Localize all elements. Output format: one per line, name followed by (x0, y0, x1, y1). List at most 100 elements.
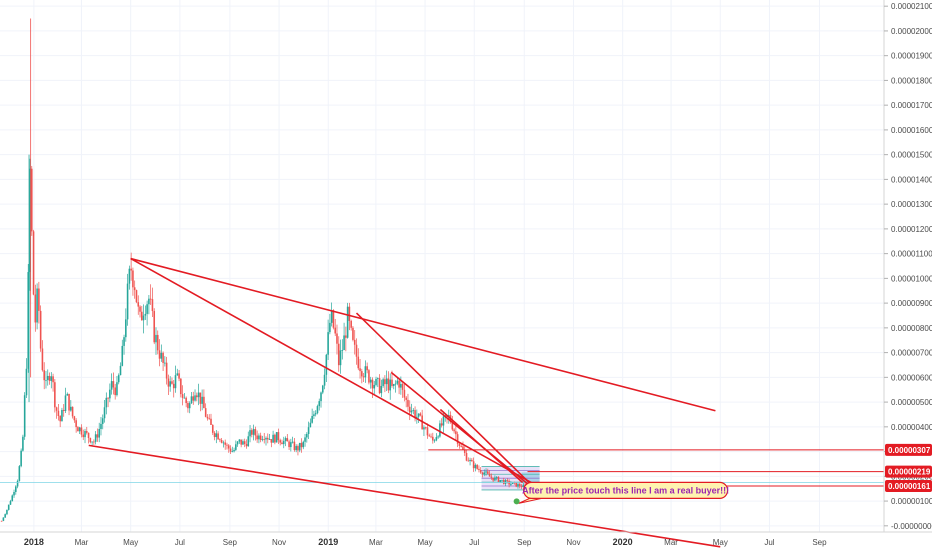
candle-body (412, 410, 415, 411)
trendline-lower-channel[interactable] (88, 444, 721, 548)
candle-body (297, 446, 299, 451)
x-axis[interactable]: 2018 Mar May Jul Sep Nov 2019 Mar May Jul Sep Nov 20… (24, 537, 827, 547)
candle-body (492, 477, 494, 481)
candle-body (517, 483, 519, 487)
candle-body (217, 433, 219, 440)
candle-body (391, 379, 393, 386)
x-tick-label: Sep (517, 538, 532, 547)
candle-body (398, 380, 400, 388)
price-tag-label: 0.00000307 (888, 446, 931, 455)
candle-body (309, 422, 312, 428)
y-tick-label: 0.00002100 (891, 2, 932, 11)
candle-body (350, 320, 352, 328)
candle-body (274, 434, 276, 443)
candle-body (245, 444, 248, 447)
candle-body (116, 382, 118, 396)
candle-body (176, 373, 179, 376)
candle-body (135, 290, 138, 303)
candle-body (359, 368, 361, 372)
candle-body (100, 423, 102, 429)
price-tag (885, 465, 932, 478)
candle-body (272, 434, 274, 443)
candle-body (314, 413, 317, 415)
candle-body (146, 304, 148, 314)
candle-body (407, 399, 409, 407)
candle-body (417, 413, 420, 417)
candle-body (13, 491, 15, 496)
candle-body (38, 288, 40, 311)
trendlines[interactable] (88, 257, 721, 548)
candle-body (254, 429, 257, 436)
annotation-callout[interactable]: After the price touch this line I am a r… (513, 481, 730, 505)
candle-body (321, 385, 324, 393)
candle-body (78, 427, 81, 432)
candle-body (128, 268, 131, 284)
candle-body (306, 434, 308, 438)
candle-body (323, 374, 326, 386)
candle-body (414, 410, 416, 419)
candle-body (336, 333, 338, 344)
y-tick-label: 0.00001000 (891, 274, 932, 283)
trendline-descending-1[interactable] (355, 312, 533, 486)
y-axis[interactable]: 0.00002100 0.00002000 0.00001900 0.00001800… (884, 2, 932, 531)
candle-body (126, 283, 129, 320)
candle-body (203, 396, 205, 409)
candle-body (440, 423, 443, 426)
candle-body (242, 441, 244, 445)
candle-body (376, 378, 379, 380)
candle-body (164, 362, 166, 364)
x-tick-label: Mar (664, 538, 678, 547)
candle-body (153, 311, 156, 343)
callout-bubble[interactable] (523, 481, 729, 499)
candle-body (510, 483, 512, 485)
candle-body (442, 416, 445, 426)
candle-body (226, 444, 228, 446)
candle-body (400, 384, 402, 388)
candle-body (357, 356, 360, 369)
candle-body (62, 409, 65, 411)
candle-body (227, 445, 230, 449)
candle-body (495, 476, 498, 478)
candle-body (204, 408, 207, 417)
y-tick-label: 0.00001700 (891, 101, 932, 110)
candle-body (27, 272, 30, 369)
candle-body (268, 439, 271, 440)
candle-body (334, 327, 337, 334)
candle-body (389, 379, 392, 391)
candle-body (263, 439, 266, 441)
candle-body (355, 344, 358, 357)
candle-body (130, 268, 132, 271)
candle-body (188, 403, 191, 409)
candle-body (206, 416, 209, 419)
candle-body (366, 366, 368, 371)
trendline-main-resistance[interactable] (130, 257, 536, 486)
x-tick-label: 2018 (24, 537, 44, 547)
candle-body (435, 437, 438, 441)
candle-body (270, 439, 273, 443)
candle-body (222, 442, 225, 444)
candle-body (6, 509, 8, 515)
x-tick-label: Nov (566, 538, 580, 547)
trendline-upper-channel[interactable] (130, 257, 716, 412)
candle-body (380, 385, 383, 394)
candle-body (213, 432, 216, 438)
candle-body (220, 440, 223, 443)
candle-body (71, 406, 74, 417)
candle-body (43, 370, 45, 381)
candle-body (387, 378, 390, 391)
candle-body (167, 378, 170, 387)
candle-body (337, 343, 340, 366)
candle-body (39, 310, 42, 349)
candle-body (275, 432, 278, 443)
candle-body (256, 435, 258, 440)
candle-body (405, 397, 407, 400)
candle-body (251, 430, 253, 435)
candle-body (515, 482, 518, 487)
trendline-descending-2[interactable] (390, 371, 529, 485)
trendline-descending-3[interactable] (439, 408, 524, 484)
candle-body (151, 299, 154, 312)
candle-body (185, 397, 187, 404)
y-tick-label: 0.00002000 (891, 27, 932, 36)
x-tick-label: Mar (75, 538, 89, 547)
